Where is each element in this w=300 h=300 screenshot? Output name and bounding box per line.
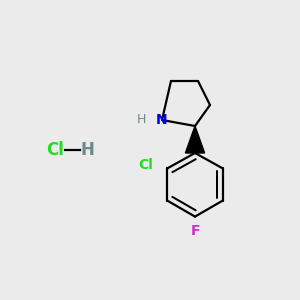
Text: Cl: Cl <box>138 158 153 172</box>
Text: H: H <box>137 112 146 126</box>
Text: F: F <box>190 224 200 238</box>
Text: N: N <box>156 113 168 127</box>
Text: H: H <box>80 141 94 159</box>
Text: Cl: Cl <box>46 141 64 159</box>
Polygon shape <box>185 126 205 153</box>
